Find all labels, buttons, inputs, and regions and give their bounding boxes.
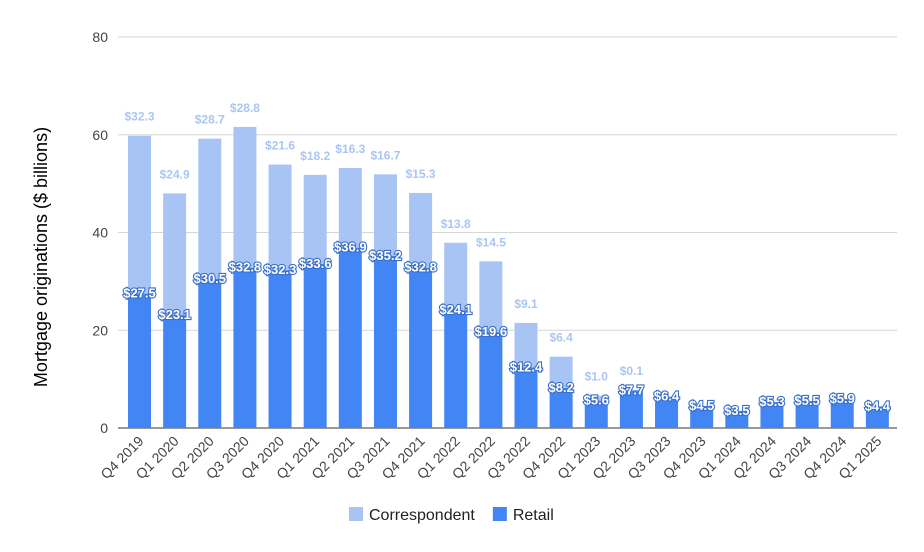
bar-correspondent	[409, 192, 433, 268]
y-axis-ticks: 0 20 40 60 80	[92, 29, 108, 436]
data-label-correspondent: $28.7	[195, 113, 225, 127]
data-label-retail: $33.6	[299, 256, 332, 271]
bar-retail	[760, 402, 784, 428]
data-label-retail: $32.3	[264, 262, 297, 277]
legend-swatch-retail	[492, 507, 507, 521]
data-label-retail: $32.8	[404, 260, 437, 275]
bar-retail	[373, 255, 397, 428]
bar-retail	[690, 406, 714, 428]
bar-retail	[549, 387, 573, 428]
data-label-retail: $35.2	[369, 248, 402, 263]
y-tick-label: 20	[92, 322, 108, 338]
data-label-retail: $4.4	[865, 398, 891, 413]
data-label-correspondent: $21.6	[265, 139, 295, 153]
bar-retail	[830, 399, 854, 428]
legend: Correspondent Retail	[349, 507, 554, 524]
data-label-correspondent: $18.2	[300, 149, 330, 163]
bar-correspondent	[163, 193, 187, 316]
data-label-correspondent: $0.1	[620, 364, 644, 378]
bar-retail	[409, 267, 433, 428]
data-label-retail: $5.3	[759, 394, 784, 409]
data-label-retail: $6.4	[654, 389, 680, 404]
data-label-retail: $5.9	[830, 391, 855, 406]
data-label-correspondent: $1.0	[585, 370, 609, 384]
data-label-correspondent: $6.4	[549, 331, 573, 345]
data-label-retail: $12.4	[510, 359, 543, 374]
bar-retail	[619, 390, 643, 428]
legend-label-retail: Retail	[513, 507, 554, 524]
bar-retail	[795, 401, 819, 428]
data-label-retail: $8.2	[548, 380, 573, 395]
bar-retail	[128, 293, 151, 428]
data-label-correspondent: $15.3	[406, 167, 436, 181]
data-label-retail: $30.5	[193, 271, 226, 286]
data-label-correspondent: $24.9	[160, 167, 190, 181]
y-tick-label: 80	[92, 29, 108, 45]
data-label-retail: $23.1	[158, 307, 191, 322]
y-tick-label: 40	[92, 225, 108, 241]
data-label-retail: $36.9	[334, 240, 367, 255]
bar-retail	[479, 332, 503, 428]
bar-correspondent	[549, 356, 573, 388]
data-label-correspondent: $9.1	[514, 297, 538, 311]
y-tick-label: 0	[100, 420, 108, 436]
bar-retail	[655, 396, 679, 428]
legend-swatch-correspondent	[349, 507, 363, 521]
bar-correspondent	[128, 135, 151, 294]
bar-retail	[268, 270, 292, 428]
data-labels: $27.5 $32.3 $23.1 $24.9 $30.5 $28.7 $32.8 $28.8…	[122, 101, 892, 419]
bar-correspondent	[514, 322, 538, 368]
bar-correspondent	[303, 174, 327, 264]
bar-retail	[163, 315, 187, 428]
data-label-retail: $32.8	[229, 260, 262, 275]
y-axis-label: Mortgage originations ($ billions)	[31, 127, 51, 387]
data-label-correspondent: $14.5	[476, 235, 506, 249]
data-label-retail: $5.6	[584, 393, 609, 408]
bar-correspondent	[233, 126, 257, 268]
bar-correspondent	[338, 167, 362, 248]
data-label-retail: $3.5	[724, 403, 749, 418]
bar-retail	[865, 406, 889, 428]
data-label-retail: $5.5	[794, 393, 819, 408]
bar-correspondent	[198, 138, 222, 279]
bar-retail	[514, 367, 538, 428]
data-label-correspondent: $32.3	[124, 110, 154, 124]
bars	[128, 126, 889, 428]
bar-retail	[198, 278, 222, 428]
data-label-correspondent: $13.8	[441, 217, 471, 231]
data-label-retail: $7.7	[619, 382, 644, 397]
data-label-retail: $4.5	[689, 398, 714, 413]
bar-correspondent	[373, 174, 397, 256]
bar-retail	[233, 267, 257, 428]
data-label-retail: $27.5	[123, 286, 156, 301]
bar-retail	[338, 247, 362, 428]
bar-correspondent	[479, 261, 503, 333]
legend-label-correspondent: Correspondent	[369, 507, 475, 524]
data-label-correspondent: $28.8	[230, 101, 260, 115]
bar-retail	[303, 263, 327, 428]
bar-correspondent	[268, 164, 292, 271]
data-label-correspondent: $16.7	[370, 148, 400, 162]
bar-correspondent	[444, 242, 468, 311]
bar-retail	[725, 410, 749, 428]
data-label-retail: $24.1	[439, 302, 472, 317]
data-label-correspondent: $16.3	[335, 142, 365, 156]
bar-retail	[444, 310, 468, 428]
data-label-retail: $19.6	[475, 324, 508, 339]
bar-retail	[584, 400, 608, 428]
y-tick-label: 60	[92, 127, 108, 143]
bar-correspondent	[584, 395, 608, 401]
